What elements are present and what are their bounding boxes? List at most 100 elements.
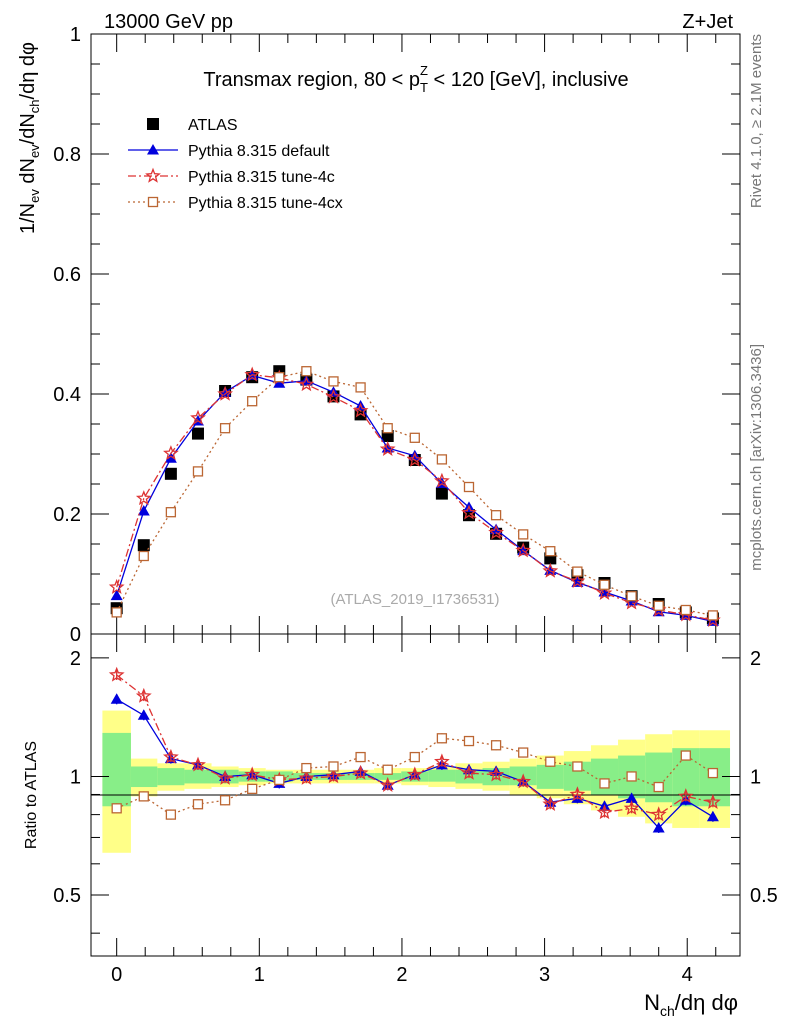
ratio-frame bbox=[90, 633, 741, 957]
x-tick-label: 4 bbox=[682, 964, 693, 986]
data-point-pythia-8-315-tune-4cx bbox=[165, 809, 177, 820]
legend-label-atlas: ATLAS bbox=[188, 117, 238, 134]
data-point-pythia-8-315-tune-4c bbox=[325, 768, 342, 784]
header-right: Z+Jet bbox=[682, 11, 733, 33]
data-point-pythia-8-315-tune-4cx bbox=[653, 600, 664, 611]
data-point-pythia-8-315-tune-4cx bbox=[518, 747, 529, 758]
data-point-pythia-8-315-tune-4cx bbox=[192, 466, 204, 477]
data-point-pythia-8-315-tune-4cx bbox=[301, 366, 312, 377]
band-green bbox=[157, 768, 185, 786]
data-point-pythia-8-315-tune-4cx bbox=[545, 546, 556, 557]
data-point-pythia-8-315-tune-4cx bbox=[247, 783, 258, 795]
data-point-pythia-8-315-tune-4c bbox=[135, 490, 152, 506]
data-point-pythia-8-315-tune-4cx bbox=[274, 774, 285, 786]
ratio-x-ticks: 0 1 2 3 4 bbox=[111, 634, 717, 986]
ratio-y-tick-label-right: 1 bbox=[750, 766, 761, 788]
main-title-after: < 120 [GeV], inclusive bbox=[428, 69, 629, 91]
data-point-pythia-8-315-tune-4c bbox=[406, 766, 423, 782]
data-point-pythia-8-315-tune-4c bbox=[434, 472, 450, 488]
legend-label-pythia-8-315-default: Pythia 8.315 default bbox=[188, 143, 330, 160]
data-point-pythia-8-315-tune-4cx bbox=[463, 735, 475, 747]
main-y-tick-label: 1 bbox=[70, 24, 81, 46]
data-point-pythia-8-315-tune-4cx bbox=[653, 781, 664, 793]
data-point-pythia-8-315-default bbox=[137, 505, 150, 516]
band-green bbox=[184, 769, 212, 784]
watermark: (ATLAS_2019_I1736531) bbox=[330, 591, 499, 608]
main-panel: 0 0.2 0.4 0.6 0.8 1 Transmax region, 80 < pTZ… bbox=[17, 24, 741, 646]
main-y-tick-label: 0.2 bbox=[53, 504, 81, 526]
data-point-pythia-8-315-tune-4cx bbox=[409, 751, 420, 763]
data-point-pythia-8-315-tune-4c bbox=[461, 764, 477, 780]
data-point-pythia-8-315-tune-4cx bbox=[138, 550, 149, 562]
data-point-pythia-8-315-tune-4c bbox=[515, 773, 532, 789]
ratio-y-tick-label-right: 0.5 bbox=[750, 885, 778, 907]
main-y-axis-label-mid: dN bbox=[17, 158, 39, 189]
main-y-tick-label: 0.4 bbox=[53, 384, 81, 406]
data-point-pythia-8-315-tune-4c bbox=[244, 366, 261, 382]
legend-marker-pythia-8-315-tune-4c bbox=[145, 167, 161, 183]
data-point-pythia-8-315-tune-4c bbox=[217, 769, 234, 785]
data-point-pythia-8-315-tune-4cx bbox=[111, 607, 122, 618]
band-green bbox=[590, 758, 619, 795]
legend-marker-pythia-8-315-default bbox=[147, 144, 159, 155]
main-title: Transmax region, 80 < pTZ < 120 [GeV], i… bbox=[203, 63, 628, 95]
data-point-pythia-8-315-tune-4c bbox=[217, 385, 234, 401]
main-y-ticks: 0 0.2 0.4 0.6 0.8 1 bbox=[53, 24, 740, 646]
band-green bbox=[428, 769, 456, 782]
data-point-pythia-8-315-tune-4c bbox=[434, 753, 450, 769]
ratio-y-axis-label: Ratio to ATLAS bbox=[23, 741, 40, 849]
data-point-pythia-8-315-tune-4cx bbox=[626, 591, 637, 602]
band-green bbox=[102, 732, 131, 807]
data-point-pythia-8-315-default bbox=[625, 792, 638, 803]
data-point-pythia-8-315-tune-4c bbox=[515, 542, 532, 558]
data-point-pythia-8-315-tune-4cx bbox=[355, 751, 366, 763]
data-point-pythia-8-315-tune-4cx bbox=[328, 761, 339, 772]
ratio-panel: 0.5 0.5 1 1 2 2 0 1 2 3 4 Ratio to ATLAS Nch/dη d… bbox=[23, 633, 778, 1019]
main-y-tick-label: 0 bbox=[70, 624, 81, 646]
data-point-pythia-8-315-tune-4cx bbox=[463, 481, 475, 493]
main-y-tick-label: 0.6 bbox=[53, 264, 81, 286]
data-point-pythia-8-315-tune-4cx bbox=[111, 803, 122, 814]
main-title-sup: Z bbox=[420, 63, 428, 78]
legend-marker-pythia-8-315-tune-4cx bbox=[147, 196, 159, 208]
data-point-pythia-8-315-tune-4cx bbox=[572, 761, 583, 772]
data-point-pythia-8-315-tune-4c bbox=[677, 788, 694, 804]
data-point-pythia-8-315-tune-4cx bbox=[680, 604, 691, 616]
series-pythia-8-315-default bbox=[110, 369, 719, 626]
data-point-atlas bbox=[137, 539, 150, 552]
x-tick-label: 2 bbox=[396, 964, 407, 986]
data-point-pythia-8-315-tune-4c bbox=[704, 793, 721, 809]
data-point-pythia-8-315-tune-4c bbox=[406, 451, 423, 467]
data-point-pythia-8-315-tune-4cx bbox=[599, 778, 610, 789]
header-left: 13000 GeV pp bbox=[104, 11, 233, 33]
data-point-pythia-8-315-tune-4cx bbox=[490, 740, 502, 751]
data-point-pythia-8-315-tune-4c bbox=[352, 764, 369, 780]
data-point-pythia-8-315-tune-4c bbox=[542, 562, 559, 578]
data-point-pythia-8-315-default bbox=[706, 810, 719, 822]
series-pythia-8-315-tune-4cx bbox=[111, 733, 719, 820]
data-point-pythia-8-315-tune-4c bbox=[325, 388, 342, 404]
data-point-pythia-8-315-tune-4cx bbox=[436, 454, 448, 465]
x-tick-label: 0 bbox=[111, 964, 122, 986]
data-point-atlas bbox=[164, 467, 177, 480]
data-point-pythia-8-315-tune-4c bbox=[135, 687, 152, 703]
series-line-pythia-8-315-tune-4cx bbox=[116, 370, 714, 617]
ratio-y-tick-label-left: 0.5 bbox=[53, 885, 81, 907]
data-point-pythia-8-315-tune-4c bbox=[461, 504, 477, 520]
data-point-pythia-8-315-tune-4cx bbox=[626, 771, 637, 782]
data-point-pythia-8-315-tune-4cx bbox=[680, 750, 691, 761]
data-point-pythia-8-315-tune-4c bbox=[162, 748, 179, 764]
x-axis-label: Nch/dη dφ bbox=[644, 990, 738, 1019]
data-point-pythia-8-315-default bbox=[110, 589, 123, 601]
data-point-atlas bbox=[435, 487, 448, 500]
data-point-pythia-8-315-tune-4c bbox=[190, 409, 206, 425]
series-line-pythia-8-315-tune-4c bbox=[116, 374, 714, 621]
ratio-series-group bbox=[108, 666, 721, 833]
ratio-bands bbox=[102, 710, 731, 853]
data-point-pythia-8-315-tune-4cx bbox=[138, 791, 149, 802]
data-point-pythia-8-315-tune-4c bbox=[190, 756, 206, 772]
data-point-pythia-8-315-tune-4cx bbox=[165, 507, 177, 518]
data-point-pythia-8-315-tune-4c bbox=[542, 795, 559, 811]
data-point-pythia-8-315-tune-4c bbox=[244, 766, 261, 782]
